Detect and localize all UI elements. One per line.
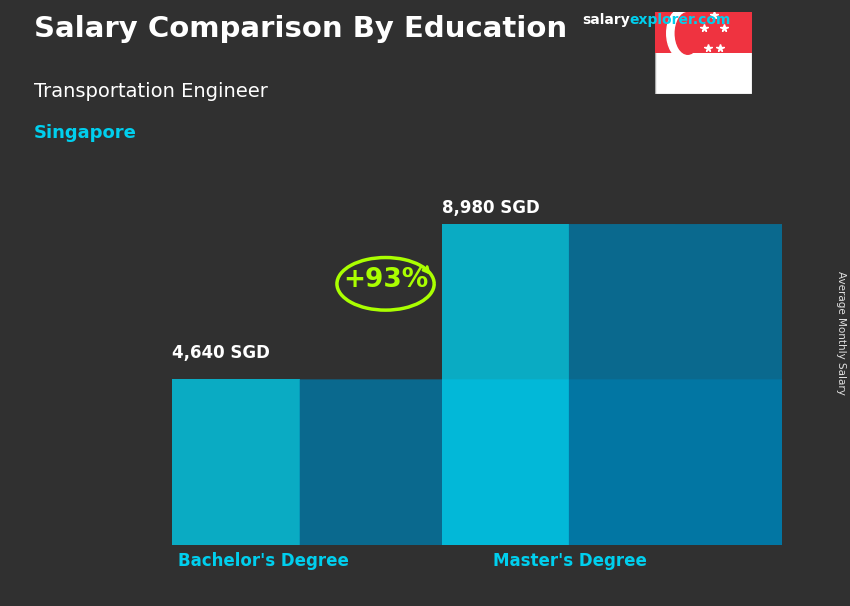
Text: Average Monthly Salary: Average Monthly Salary xyxy=(836,271,846,395)
Text: +93%: +93% xyxy=(343,267,428,293)
Polygon shape xyxy=(654,12,752,53)
Circle shape xyxy=(675,13,700,55)
Polygon shape xyxy=(654,12,752,94)
Text: Salary Comparison By Education: Salary Comparison By Education xyxy=(34,15,567,43)
Text: 4,640 SGD: 4,640 SGD xyxy=(173,344,270,362)
Polygon shape xyxy=(442,216,850,224)
Text: 8,980 SGD: 8,980 SGD xyxy=(442,199,540,216)
Text: Bachelor's Degree: Bachelor's Degree xyxy=(178,551,349,570)
Text: Master's Degree: Master's Degree xyxy=(492,551,647,570)
Text: salary: salary xyxy=(582,13,630,27)
Polygon shape xyxy=(442,224,569,545)
Polygon shape xyxy=(299,375,850,545)
Circle shape xyxy=(666,9,696,58)
Polygon shape xyxy=(173,379,299,545)
Text: Transportation Engineer: Transportation Engineer xyxy=(34,82,268,101)
Polygon shape xyxy=(569,216,850,545)
Polygon shape xyxy=(173,375,850,379)
Text: Singapore: Singapore xyxy=(34,124,137,142)
Text: explorer.com: explorer.com xyxy=(629,13,730,27)
